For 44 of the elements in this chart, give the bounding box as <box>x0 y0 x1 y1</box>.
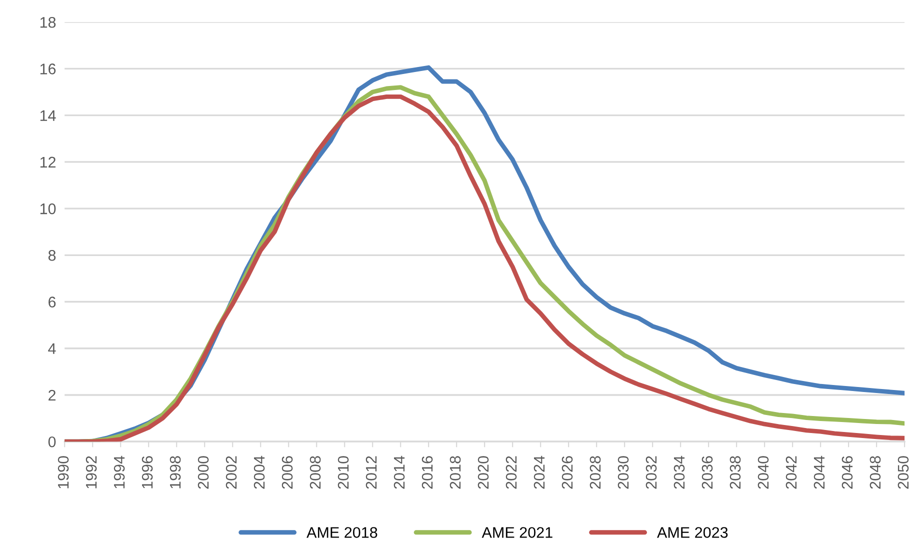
legend-label: AME 2023 <box>657 527 728 538</box>
legend-label: AME 2018 <box>306 527 378 538</box>
x-tick-label: 1992 <box>86 456 97 488</box>
y-tick-label: 18 <box>40 16 56 28</box>
x-tick-label: 2018 <box>450 456 461 489</box>
y-tick-label: 4 <box>48 343 56 354</box>
y-tick-label: 16 <box>40 64 56 74</box>
x-tick-label: 2044 <box>814 456 825 489</box>
x-tick-label: 2036 <box>702 456 713 489</box>
x-tick-label: 1998 <box>170 456 181 488</box>
x-tick-label: 2048 <box>870 456 881 489</box>
x-tick-label: 2034 <box>674 456 685 489</box>
x-tick-label: 2004 <box>254 456 265 489</box>
x-tick-label: 2022 <box>506 456 517 489</box>
y-tick-label: 8 <box>48 250 56 261</box>
x-tick-label: 2006 <box>282 456 293 489</box>
x-tick-label: 2024 <box>534 456 545 489</box>
y-tick-label: 0 <box>48 436 56 448</box>
x-tick-label: 2050 <box>898 456 909 489</box>
x-tick-label: 2030 <box>618 456 629 489</box>
y-tick-label: 10 <box>40 203 56 214</box>
x-tick-label: 2002 <box>226 456 237 489</box>
x-tick-label: 2020 <box>478 456 489 489</box>
y-tick-label: 14 <box>40 110 56 121</box>
x-tick-label: 2042 <box>786 456 797 489</box>
x-tick-label: 2046 <box>842 456 853 489</box>
y-tick-label: 2 <box>48 390 56 401</box>
x-tick-label: 2016 <box>422 456 433 489</box>
x-tick-label: 2032 <box>646 456 657 489</box>
x-tick-label: 2008 <box>310 456 321 489</box>
x-tick-label: 2026 <box>562 456 573 489</box>
legend-label: AME 2021 <box>482 527 552 538</box>
x-tick-label: 2000 <box>198 456 209 489</box>
x-tick-label: 2010 <box>338 456 349 489</box>
x-tick-label: 1996 <box>142 456 153 488</box>
x-tick-label: 2040 <box>758 456 769 489</box>
y-tick-label: 12 <box>40 156 56 168</box>
y-tick-label: 6 <box>48 296 56 308</box>
x-tick-label: 2038 <box>730 456 741 489</box>
x-tick-label: 2014 <box>394 456 405 489</box>
x-tick-label: 2012 <box>366 456 377 489</box>
x-tick-label: 2028 <box>590 456 601 489</box>
x-tick-label: 1990 <box>58 456 69 488</box>
x-tick-label: 1994 <box>114 456 125 488</box>
